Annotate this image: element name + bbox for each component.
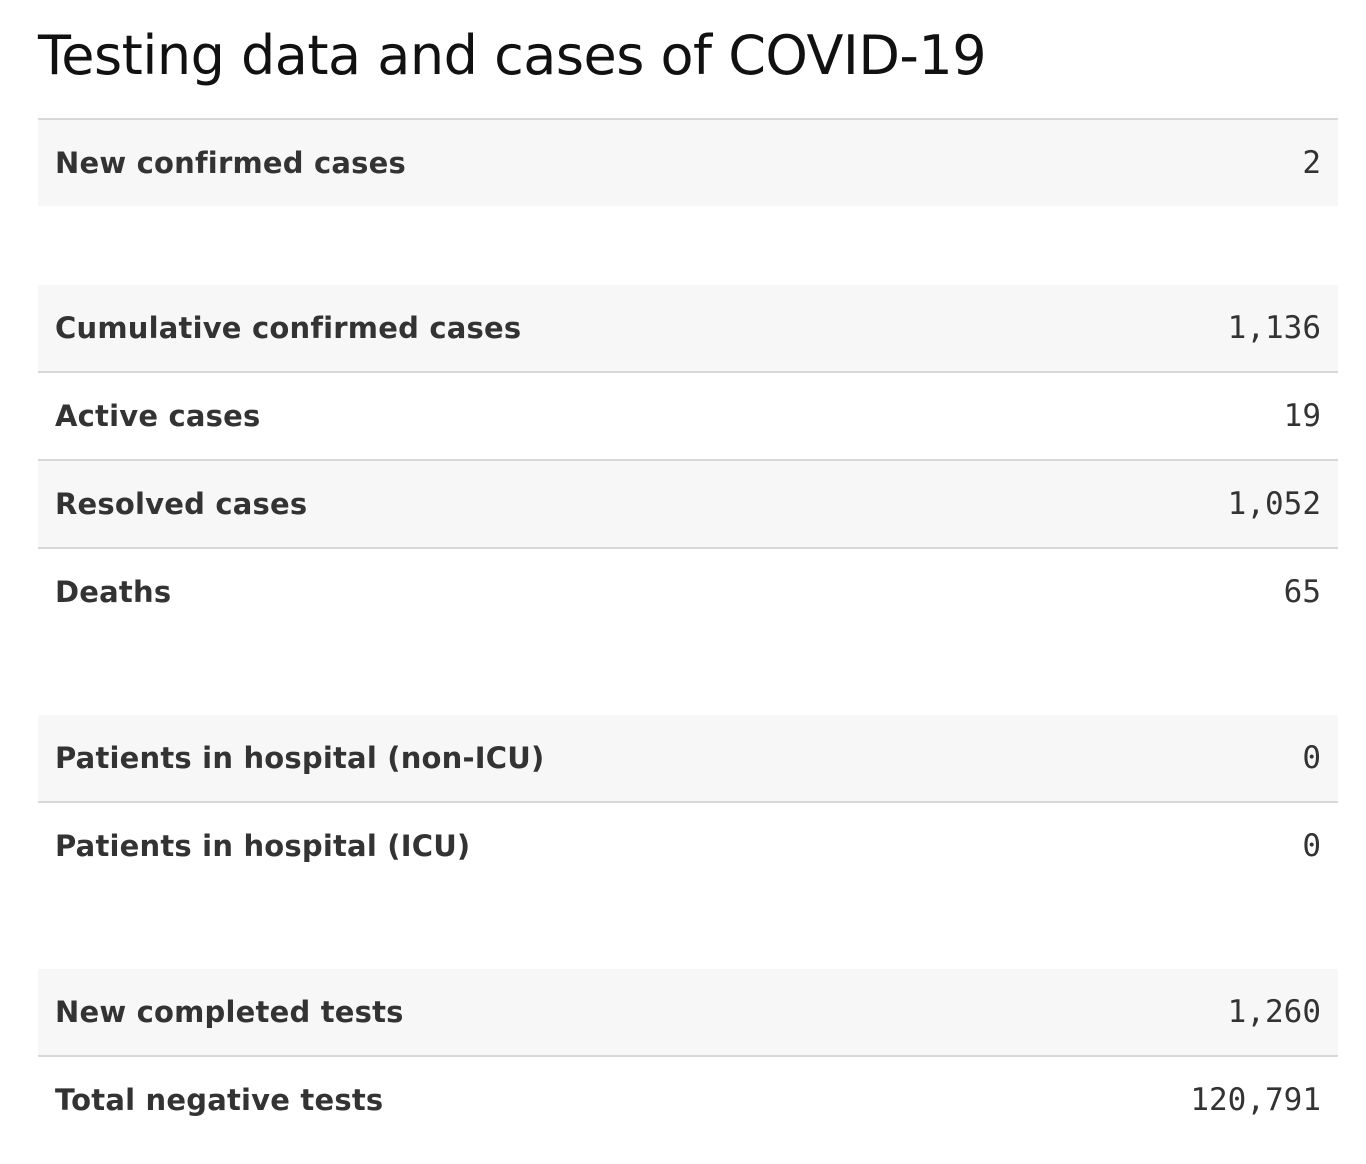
row-label: Deaths bbox=[55, 575, 172, 609]
row-label: Active cases bbox=[55, 399, 261, 433]
table-row: Resolved cases 1,052 bbox=[38, 461, 1338, 549]
hospital-table: Patients in hospital (non-ICU) 0 Patient… bbox=[38, 715, 1338, 889]
row-value: 1,052 bbox=[1227, 486, 1321, 522]
row-label: Patients in hospital (non-ICU) bbox=[55, 741, 545, 775]
new-cases-table: New confirmed cases 2 bbox=[38, 118, 1338, 206]
row-label: Patients in hospital (ICU) bbox=[55, 829, 471, 863]
table-row: New completed tests 1,260 bbox=[38, 969, 1338, 1057]
table-row: New confirmed cases 2 bbox=[38, 120, 1338, 206]
table-row: Total negative tests 120,791 bbox=[38, 1057, 1338, 1143]
row-value: 120,791 bbox=[1190, 1082, 1321, 1118]
tests-table: New completed tests 1,260 Total negative… bbox=[38, 969, 1338, 1143]
row-label: Total negative tests bbox=[55, 1083, 384, 1117]
row-value: 19 bbox=[1283, 398, 1321, 434]
page-title: Testing data and cases of COVID-19 bbox=[38, 24, 987, 87]
row-value: 1,136 bbox=[1227, 310, 1321, 346]
case-totals-table: Cumulative confirmed cases 1,136 Active … bbox=[38, 285, 1338, 635]
row-label: Resolved cases bbox=[55, 487, 308, 521]
row-label: New confirmed cases bbox=[55, 146, 406, 180]
row-value: 2 bbox=[1302, 145, 1321, 181]
row-value: 0 bbox=[1302, 740, 1321, 776]
table-row: Patients in hospital (non-ICU) 0 bbox=[38, 715, 1338, 803]
row-value: 0 bbox=[1302, 828, 1321, 864]
table-row: Deaths 65 bbox=[38, 549, 1338, 635]
table-row: Cumulative confirmed cases 1,136 bbox=[38, 285, 1338, 373]
table-row: Patients in hospital (ICU) 0 bbox=[38, 803, 1338, 889]
row-value: 1,260 bbox=[1227, 994, 1321, 1030]
row-value: 65 bbox=[1283, 574, 1321, 610]
row-label: New completed tests bbox=[55, 995, 404, 1029]
table-row: Active cases 19 bbox=[38, 373, 1338, 461]
row-label: Cumulative confirmed cases bbox=[55, 311, 522, 345]
